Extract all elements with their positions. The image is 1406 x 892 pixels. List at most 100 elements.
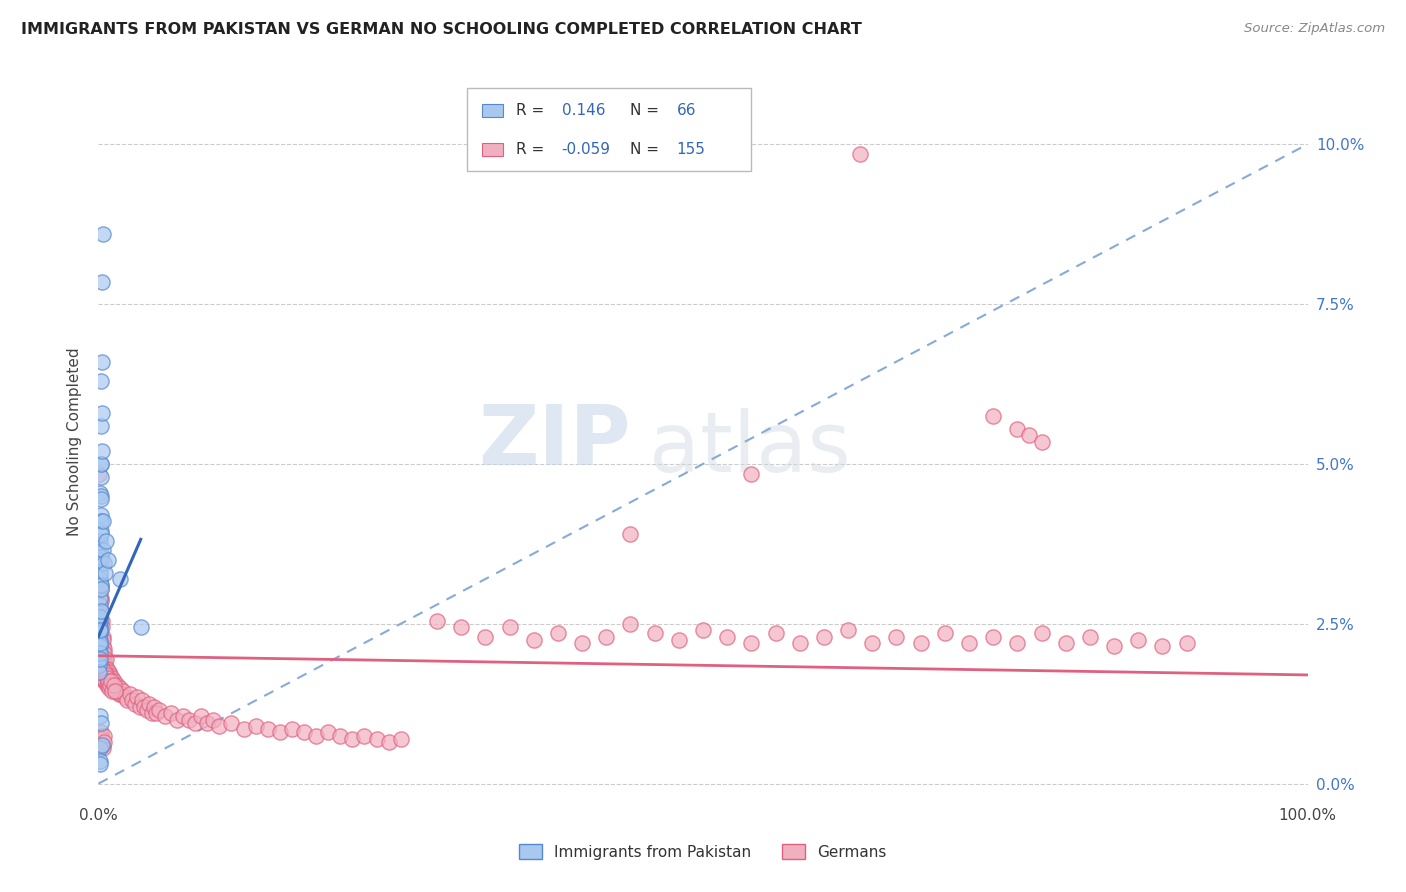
Point	[886, 630, 908, 644]
Point	[93, 674, 115, 689]
Point	[184, 715, 207, 730]
Point	[91, 275, 114, 289]
Point	[619, 527, 641, 541]
Point	[145, 706, 167, 721]
Point	[89, 709, 111, 723]
Point	[96, 533, 118, 548]
FancyBboxPatch shape	[467, 87, 751, 170]
Point	[89, 636, 111, 650]
Point	[90, 374, 112, 388]
Point	[94, 658, 117, 673]
Point	[90, 515, 112, 529]
Point	[450, 620, 472, 634]
Text: 66: 66	[676, 103, 696, 119]
Point	[90, 658, 112, 673]
Point	[179, 713, 201, 727]
Point	[97, 671, 120, 685]
Point	[474, 630, 496, 644]
Point	[342, 731, 364, 746]
Point	[89, 623, 111, 637]
Point	[93, 729, 115, 743]
Point	[93, 646, 115, 660]
Point	[89, 598, 111, 612]
Point	[89, 757, 111, 772]
Point	[93, 515, 115, 529]
Point	[148, 703, 170, 717]
Point	[957, 636, 980, 650]
Point	[94, 674, 117, 689]
Point	[172, 709, 194, 723]
Point	[94, 566, 117, 580]
Point	[98, 681, 121, 695]
Point	[849, 146, 872, 161]
Point	[692, 623, 714, 637]
Point	[619, 616, 641, 631]
Point	[89, 652, 111, 666]
Point	[740, 467, 762, 481]
Point	[97, 553, 120, 567]
Point	[716, 630, 738, 644]
Point	[202, 713, 225, 727]
Point	[89, 754, 111, 768]
Point	[90, 725, 112, 739]
Point	[1031, 434, 1053, 449]
Point	[97, 665, 120, 679]
Point	[124, 697, 146, 711]
Point	[353, 729, 375, 743]
Point	[90, 582, 112, 596]
Point	[1078, 630, 1101, 644]
Point	[426, 614, 449, 628]
Point	[98, 674, 121, 689]
Point	[93, 735, 115, 749]
Point	[90, 582, 112, 596]
Point	[93, 556, 115, 570]
Point	[91, 620, 114, 634]
Point	[813, 630, 835, 644]
Point	[90, 604, 112, 618]
Text: 155: 155	[676, 143, 706, 157]
Point	[160, 706, 183, 721]
Point	[89, 646, 111, 660]
Point	[89, 639, 111, 653]
Point	[245, 719, 267, 733]
Point	[94, 668, 117, 682]
Point	[89, 665, 111, 679]
Point	[366, 731, 388, 746]
Point	[269, 725, 291, 739]
Point	[96, 661, 118, 675]
Point	[91, 639, 114, 653]
Point	[498, 620, 520, 634]
Point	[281, 723, 304, 737]
Point	[89, 614, 111, 628]
Point	[89, 610, 111, 624]
Point	[93, 642, 115, 657]
Point	[89, 591, 111, 606]
Point	[256, 723, 278, 737]
Point	[93, 632, 115, 647]
Point	[89, 626, 111, 640]
Point	[105, 677, 128, 691]
Point	[91, 406, 114, 420]
Text: atlas: atlas	[648, 409, 851, 490]
Point	[1031, 626, 1053, 640]
Point	[108, 687, 131, 701]
Point	[1018, 428, 1040, 442]
Point	[94, 652, 117, 666]
Point	[111, 684, 134, 698]
Point	[90, 469, 112, 483]
FancyBboxPatch shape	[482, 104, 503, 117]
Point	[89, 658, 111, 673]
Text: -0.059: -0.059	[561, 143, 610, 157]
Point	[166, 713, 188, 727]
Point	[89, 646, 111, 660]
Point	[117, 693, 139, 707]
Point	[118, 687, 141, 701]
Point	[90, 418, 112, 433]
Point	[134, 699, 156, 714]
Text: R =: R =	[516, 143, 544, 157]
Point	[89, 572, 111, 586]
Point	[91, 738, 114, 752]
Point	[100, 674, 122, 689]
Point	[91, 227, 114, 241]
Point	[89, 623, 111, 637]
